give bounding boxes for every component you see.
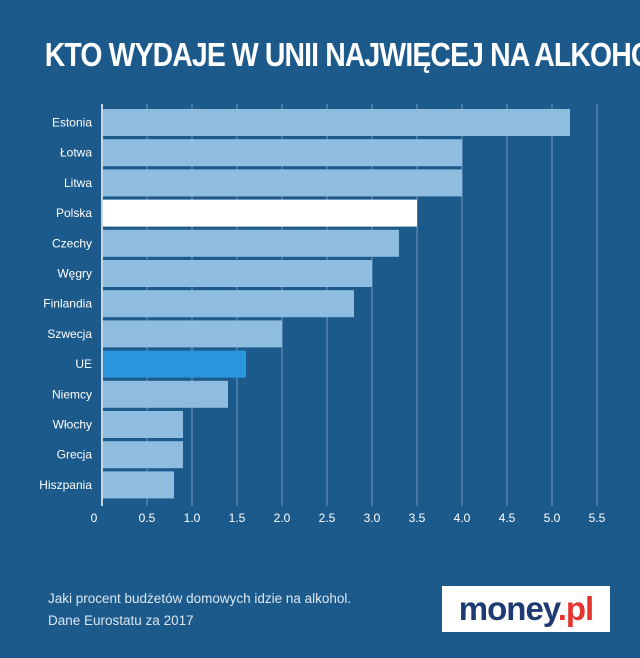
- category-label-10: Włochy: [53, 418, 92, 432]
- caption-line-2: Dane Eurostatu za 2017: [48, 613, 194, 628]
- category-label-12: Hiszpania: [39, 478, 92, 492]
- category-label-3: Polska: [56, 206, 92, 220]
- bar-5: [103, 260, 372, 287]
- money-pl-logo: money.pl: [442, 586, 610, 632]
- chart-caption: Jaki procent budżetów domowych idzie na …: [48, 588, 351, 632]
- bar-7: [103, 320, 282, 348]
- x-tick-label-1: 0.5: [139, 511, 156, 525]
- category-label-7: Szwecja: [47, 327, 92, 341]
- bar-2: [103, 169, 462, 197]
- logo-main: money: [458, 590, 559, 627]
- logo-suffix: .pl: [557, 590, 594, 627]
- category-label-8: UE: [75, 357, 92, 371]
- category-label-4: Czechy: [52, 236, 92, 250]
- x-tick-label-7: 3.5: [409, 511, 426, 525]
- bar-3: [103, 199, 417, 227]
- x-tick-label-6: 3.0: [364, 511, 381, 525]
- bar-4: [103, 229, 399, 257]
- category-label-6: Finlandia: [43, 297, 92, 311]
- logo-text: money.pl: [458, 590, 594, 628]
- category-label-1: Łotwa: [60, 146, 92, 160]
- x-tick-label-4: 2.0: [274, 511, 291, 525]
- bar-12: [103, 471, 174, 499]
- bar-9: [103, 380, 228, 408]
- x-tick-label-8: 4.0: [454, 511, 471, 525]
- x-tick-label-10: 5.0: [544, 511, 561, 525]
- x-tick-label-0: 0: [91, 511, 98, 525]
- x-tick-label-11: 5.5: [589, 511, 606, 525]
- x-tick-label-3: 1.5: [229, 511, 246, 525]
- bar-chart: Estonia Łotwa Litwa Polska Czechy Węgry Finlan…: [39, 104, 606, 525]
- x-tick-label-9: 4.5: [499, 511, 516, 525]
- bar-6: [103, 290, 354, 318]
- category-label-5: Węgry: [57, 267, 92, 281]
- category-label-11: Grecja: [57, 448, 93, 462]
- bar-10: [103, 411, 183, 438]
- bar-1: [103, 139, 462, 167]
- x-tick-label-2: 1.0: [184, 511, 201, 525]
- bar-11: [103, 441, 183, 469]
- category-label-2: Litwa: [64, 176, 92, 190]
- category-label-0: Estonia: [52, 116, 92, 130]
- x-tick-label-5: 2.5: [319, 511, 336, 525]
- bar-0: [103, 109, 570, 136]
- category-label-9: Niemcy: [52, 387, 92, 401]
- bar-8: [103, 350, 246, 378]
- caption-line-1: Jaki procent budżetów domowych idzie na …: [48, 591, 352, 606]
- chart-title: KTO WYDAJE W UNII NAJWIĘCEJ NA ALKOHOL: [44, 36, 640, 73]
